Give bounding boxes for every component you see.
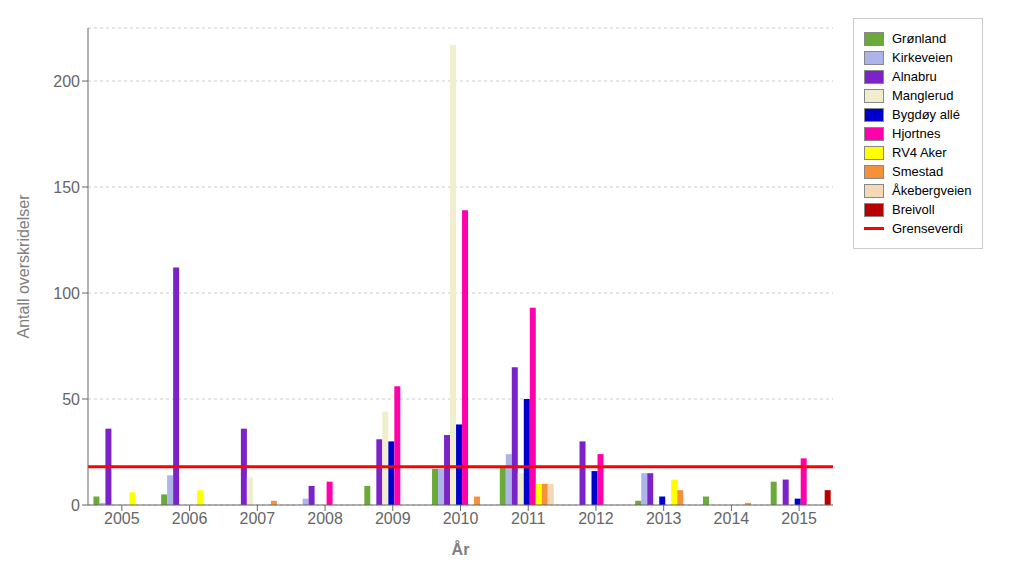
- svg-text:2005: 2005: [104, 510, 140, 527]
- svg-text:2014: 2014: [714, 510, 750, 527]
- svg-text:150: 150: [53, 179, 80, 196]
- svg-text:År: År: [452, 540, 470, 558]
- svg-text:2008: 2008: [307, 510, 343, 527]
- svg-text:2013: 2013: [646, 510, 682, 527]
- html-text:Kirkeveien: Kirkeveien: [892, 50, 953, 65]
- svg-text:200: 200: [53, 73, 80, 90]
- html-text:RV4 Aker: RV4 Aker: [892, 145, 947, 160]
- html-text:Grønland: Grønland: [892, 31, 947, 46]
- svg-text:0: 0: [71, 497, 80, 514]
- html-text:Smestad: Smestad: [892, 164, 944, 179]
- svg-text:2010: 2010: [443, 510, 479, 527]
- svg-text:100: 100: [53, 285, 80, 302]
- html-text:Grenseverdi: Grenseverdi: [892, 221, 963, 236]
- svg-text:2009: 2009: [375, 510, 411, 527]
- html-text:Åkebergveien: Åkebergveien: [892, 183, 972, 198]
- svg-text:2006: 2006: [172, 510, 208, 527]
- html-text:Breivoll: Breivoll: [892, 202, 935, 217]
- svg-text:Antall overskridelser: Antall overskridelser: [15, 194, 32, 339]
- html-text:Manglerud: Manglerud: [892, 88, 954, 103]
- html-text:Alnabru: Alnabru: [892, 69, 937, 84]
- svg-text:2011: 2011: [511, 510, 546, 527]
- html-text:Hjortnes: Hjortnes: [892, 126, 941, 141]
- svg-text:2007: 2007: [240, 510, 276, 527]
- svg-text:2015: 2015: [781, 510, 817, 527]
- svg-text:50: 50: [62, 391, 80, 408]
- svg-text:2012: 2012: [578, 510, 614, 527]
- html-text:Bygdøy allé: Bygdøy allé: [892, 107, 960, 122]
